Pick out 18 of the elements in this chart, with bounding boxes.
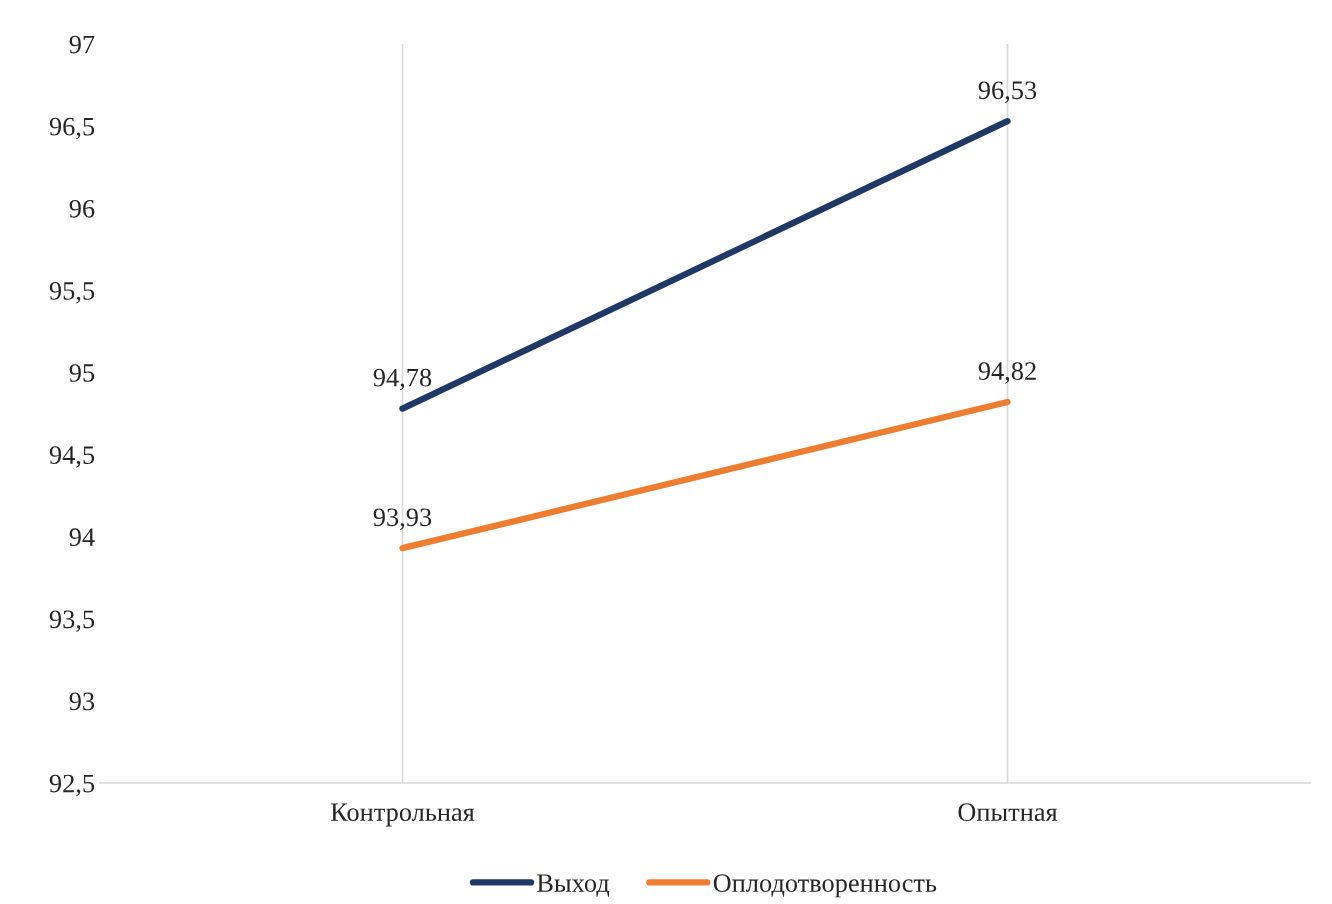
text: 93,93 (373, 508, 432, 530)
legend-label: Выход (537, 874, 610, 897)
x-tick-label: Контрольная (330, 803, 475, 827)
y-tick-label: 93 (69, 692, 95, 711)
y-tick-label: 92,5 (49, 774, 95, 797)
text: 94,82 (978, 362, 1036, 384)
y-tick-label: 97 (69, 35, 95, 54)
y-tick-label: 94 (69, 528, 95, 547)
text: 94,78 (373, 368, 432, 391)
text: 96,53 (978, 81, 1037, 103)
y-tick-label: 95 (69, 364, 95, 382)
y-tick-label: 93,5 (49, 610, 95, 632)
legend-label: Оплодотворенность (713, 874, 937, 898)
y-tick-label: 94,5 (49, 446, 95, 468)
y-tick-label: 96,5 (49, 117, 95, 140)
x-tick-label: Опытная (958, 803, 1058, 822)
y-tick-label: 95,5 (49, 282, 95, 304)
y-tick-label: 96 (69, 199, 95, 218)
